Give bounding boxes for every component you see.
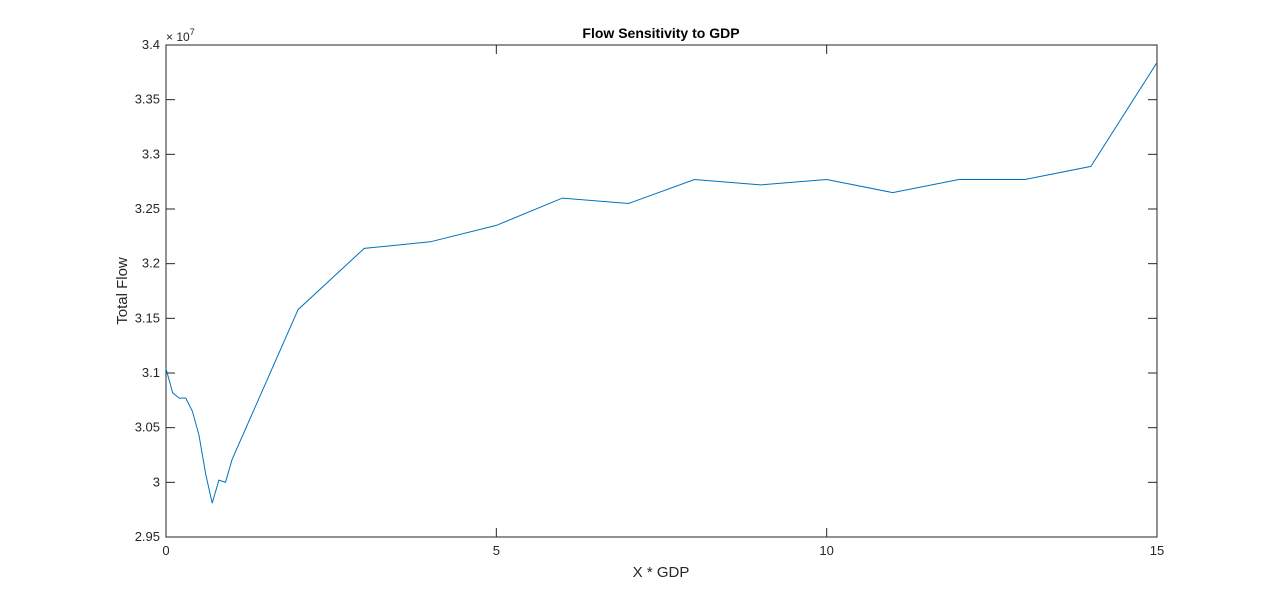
y-tick-label: 3.2 — [142, 256, 160, 271]
x-axis-label: X * GDP — [633, 564, 690, 581]
y-tick-label: 3.15 — [135, 310, 160, 325]
y-tick-label: 3.1 — [142, 365, 160, 380]
y-tick-label: 2.95 — [135, 529, 160, 544]
y-tick-label: 3.35 — [135, 92, 160, 107]
x-tick-label: 10 — [819, 543, 833, 558]
x-tick-label: 0 — [162, 543, 169, 558]
series-group — [165, 62, 1158, 504]
chart-title: Flow Sensitivity to GDP — [582, 25, 739, 41]
y-axis-exponent: × 107 — [166, 27, 195, 44]
y-tick-label: 3.4 — [142, 37, 160, 52]
y-tick-label: 3 — [153, 474, 160, 489]
y-tick-label: 3.3 — [142, 146, 160, 161]
y-tick-label: 3.25 — [135, 201, 160, 216]
y-tick-label: 3.05 — [135, 420, 160, 435]
plot-area — [165, 44, 1158, 538]
y-exponent-power: 7 — [190, 27, 195, 37]
x-tick-label: 5 — [493, 543, 500, 558]
axis-ticks: 0 5 10 15 2.95 3 3.05 3.1 3.15 3.2 3.25 3.3 3.35 3.4 — [135, 37, 1165, 558]
y-exponent-base: × 10 — [166, 30, 190, 44]
series-line — [165, 62, 1158, 504]
y-axis-label: Total Flow — [114, 257, 131, 325]
x-tick-label: 15 — [1150, 543, 1164, 558]
